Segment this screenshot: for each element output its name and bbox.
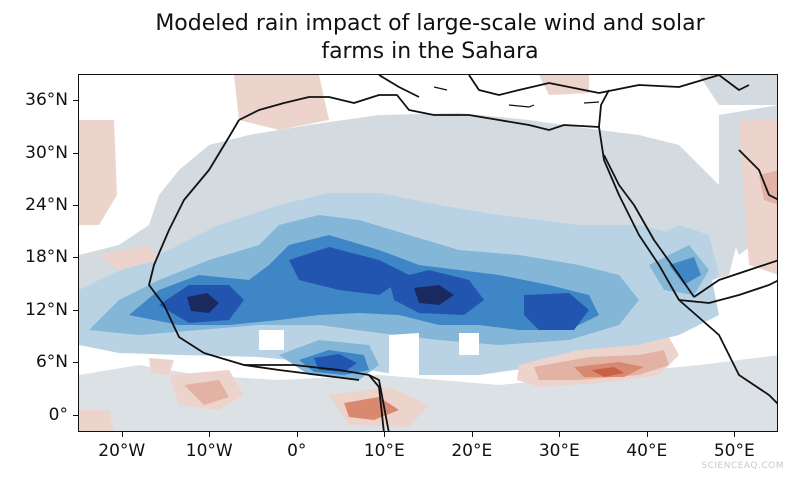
y-tick-mark [73, 414, 78, 416]
y-tick-mark [73, 204, 78, 206]
x-tick-label: 10°W [185, 441, 233, 461]
africa-west-coast [148, 119, 385, 431]
islands [433, 86, 600, 108]
y-tick-mark [73, 152, 78, 154]
map-title: Modeled rain impact of large-scale wind … [60, 10, 800, 66]
y-tick-mark [73, 100, 78, 102]
cameroon-border [368, 374, 390, 431]
map-title-line-1: Modeled rain impact of large-scale wind … [155, 11, 705, 36]
y-tick-label: 12°N [25, 299, 68, 320]
rain-decrease-high-east-band [591, 367, 624, 377]
y-tick-label: 30°N [25, 142, 68, 163]
y-tick-label: 18°N [25, 247, 68, 268]
no-change-gap-3 [459, 333, 479, 355]
neutral-patch-south [79, 355, 777, 431]
horn-of-africa [678, 279, 777, 304]
rain-increase-mid-east [669, 257, 701, 285]
coastlines [148, 75, 777, 431]
rain-decrease-slight-ne [539, 75, 589, 95]
map-title-line-2: farms in the Sahara [321, 39, 539, 64]
x-tick-mark [559, 432, 561, 437]
x-tick-mark [296, 432, 298, 437]
x-tick-mark [384, 432, 386, 437]
caspian-coast [718, 75, 750, 91]
y-tick-mark [73, 257, 78, 259]
rain-decrease-slight-spot [149, 358, 174, 375]
persian-gulf [738, 149, 777, 201]
x-tick-label: 50°E [713, 441, 755, 461]
rain-decrease-slight-north [234, 75, 329, 130]
x-tick-label: 20°W [98, 441, 146, 461]
x-tick-mark [209, 432, 211, 437]
x-tick-label: 30°E [538, 441, 580, 461]
no-change-gap-2 [259, 330, 284, 350]
mediterranean-coast [238, 94, 600, 131]
y-tick-label: 24°N [25, 194, 68, 215]
x-tick-mark [734, 432, 736, 437]
rain-increase-high-4 [524, 293, 589, 330]
red-sea-east [603, 154, 695, 298]
europe-coast-2 [468, 75, 720, 96]
y-tick-label: 36°N [25, 90, 68, 111]
x-tick-mark [646, 432, 648, 437]
rainfall-map-svg [79, 75, 777, 431]
rain-decrease-slight-west [79, 120, 117, 225]
watermark-text: SCIENCEAQ.COM [701, 461, 784, 471]
east-africa-coast [678, 299, 777, 405]
arabia-coast [693, 259, 777, 298]
rain-increase-high-5 [314, 354, 357, 372]
rain-decrease-low-south-west [184, 380, 229, 405]
rainfall-map [78, 74, 778, 432]
y-tick-mark [73, 309, 78, 311]
x-tick-label: 0° [287, 441, 307, 461]
cyprus-island [583, 101, 600, 104]
x-tick-mark [121, 432, 123, 437]
rain-decrease-slight-far-sw [79, 410, 114, 431]
no-change-gap-1 [389, 333, 419, 375]
y-tick-label: 6°N [35, 352, 68, 373]
sicily-island [433, 86, 448, 91]
x-tick-label: 20°E [451, 441, 493, 461]
levant-coast [598, 89, 610, 128]
rain-increase-strong-center [414, 285, 454, 305]
x-tick-label: 40°E [626, 441, 668, 461]
rain-increase-high-2 [289, 247, 409, 295]
gulf-of-guinea-coast [243, 364, 360, 381]
y-tick-label: 0° [48, 404, 68, 425]
crete-island [508, 104, 535, 108]
rain-increase-strong-west [187, 293, 219, 313]
y-tick-mark [73, 362, 78, 364]
x-tick-mark [471, 432, 473, 437]
europe-coast-1 [378, 75, 420, 98]
red-sea-west [598, 126, 680, 301]
x-tick-label: 10°E [363, 441, 405, 461]
rain-decrease-slight-west-low [99, 245, 159, 270]
